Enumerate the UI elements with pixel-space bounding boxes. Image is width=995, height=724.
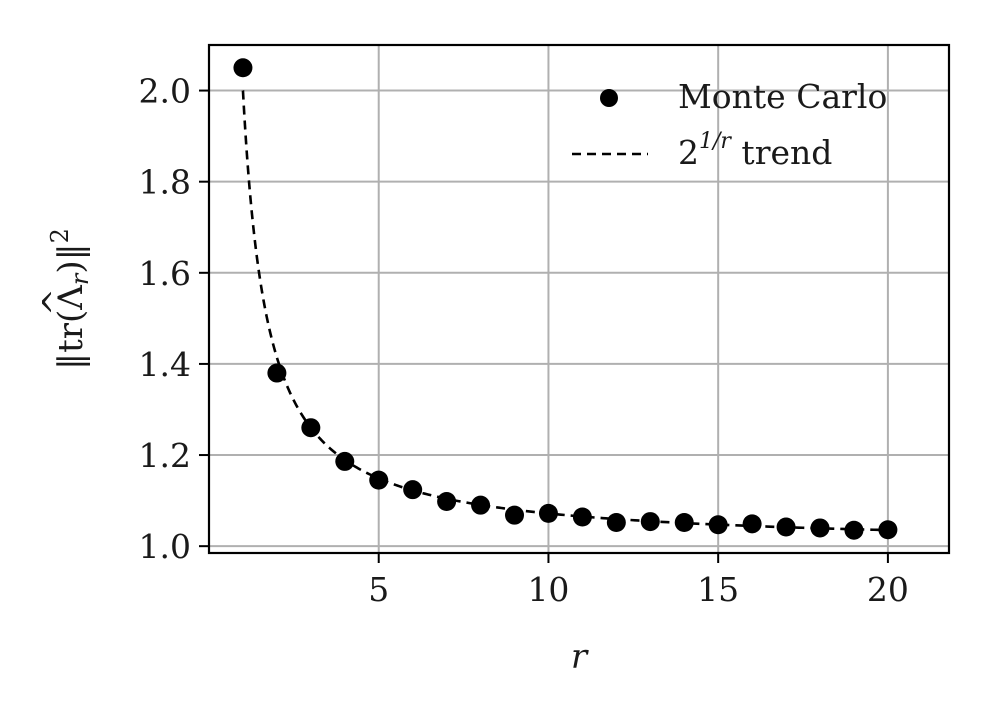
- monte-carlo-point: [742, 514, 762, 534]
- legend-monte-carlo-label: Monte Carlo: [678, 77, 887, 116]
- y-label-tr: tr(: [51, 310, 91, 353]
- monte-carlo-point: [505, 505, 525, 525]
- legend-monte-carlo-marker: [600, 89, 618, 107]
- y-label-lambda: Λ: [51, 285, 91, 311]
- legend-trend-exp: 1/r: [699, 129, 732, 154]
- monte-carlo-point: [572, 507, 592, 527]
- legend: Monte Carlo 21/r trend: [572, 77, 887, 172]
- monte-carlo-point: [538, 503, 558, 523]
- monte-carlo-point: [369, 470, 389, 490]
- monte-carlo-point: [844, 520, 864, 540]
- y-tick-label: 1.0: [139, 527, 191, 566]
- y-label-norm-open: ‖: [51, 353, 91, 370]
- y-tick-label: 1.6: [139, 254, 191, 293]
- y-label-power: 2: [46, 228, 74, 243]
- x-tick-label: 15: [697, 570, 739, 609]
- monte-carlo-point: [640, 512, 660, 532]
- x-axis-label: r: [571, 637, 589, 677]
- y-tick-label: 1.4: [139, 345, 191, 384]
- monte-carlo-point: [674, 512, 694, 532]
- y-tick-label: 2.0: [139, 72, 191, 111]
- monte-carlo-point: [437, 492, 457, 512]
- x-tick-label: 20: [867, 570, 909, 609]
- axis-ticks: 5 10 15 20 1.0 1.2 1.4 1.6 1.8 2.0: [139, 72, 909, 609]
- y-label-hat: ^: [35, 288, 74, 316]
- grid: [209, 45, 949, 553]
- monte-carlo-point: [233, 58, 253, 78]
- monte-carlo-point: [810, 518, 830, 538]
- legend-trend-suffix: trend: [731, 133, 832, 172]
- monte-carlo-point: [301, 418, 321, 438]
- monte-carlo-point: [335, 451, 355, 471]
- legend-trend-base: 2: [678, 133, 699, 172]
- monte-carlo-point: [708, 515, 728, 535]
- monte-carlo-points: [233, 58, 898, 540]
- monte-carlo-point: [606, 512, 626, 532]
- monte-carlo-point: [878, 520, 898, 540]
- x-tick-label: 5: [368, 570, 389, 609]
- monte-carlo-point: [403, 480, 423, 500]
- y-axis-label: ‖tr(Λr)‖2: [46, 228, 94, 370]
- monte-carlo-point: [776, 517, 796, 537]
- y-label-sub: r: [66, 272, 94, 285]
- x-tick-label: 10: [527, 570, 569, 609]
- y-label-norm-close: ‖: [51, 243, 91, 260]
- y-tick-label: 1.8: [139, 163, 191, 202]
- legend-trend-label: 21/r trend: [678, 129, 832, 172]
- y-label-close: ): [51, 260, 91, 273]
- monte-carlo-point: [267, 363, 287, 383]
- monte-carlo-point: [471, 495, 491, 515]
- plot-frame: [207, 43, 951, 555]
- y-tick-label: 1.2: [139, 436, 191, 475]
